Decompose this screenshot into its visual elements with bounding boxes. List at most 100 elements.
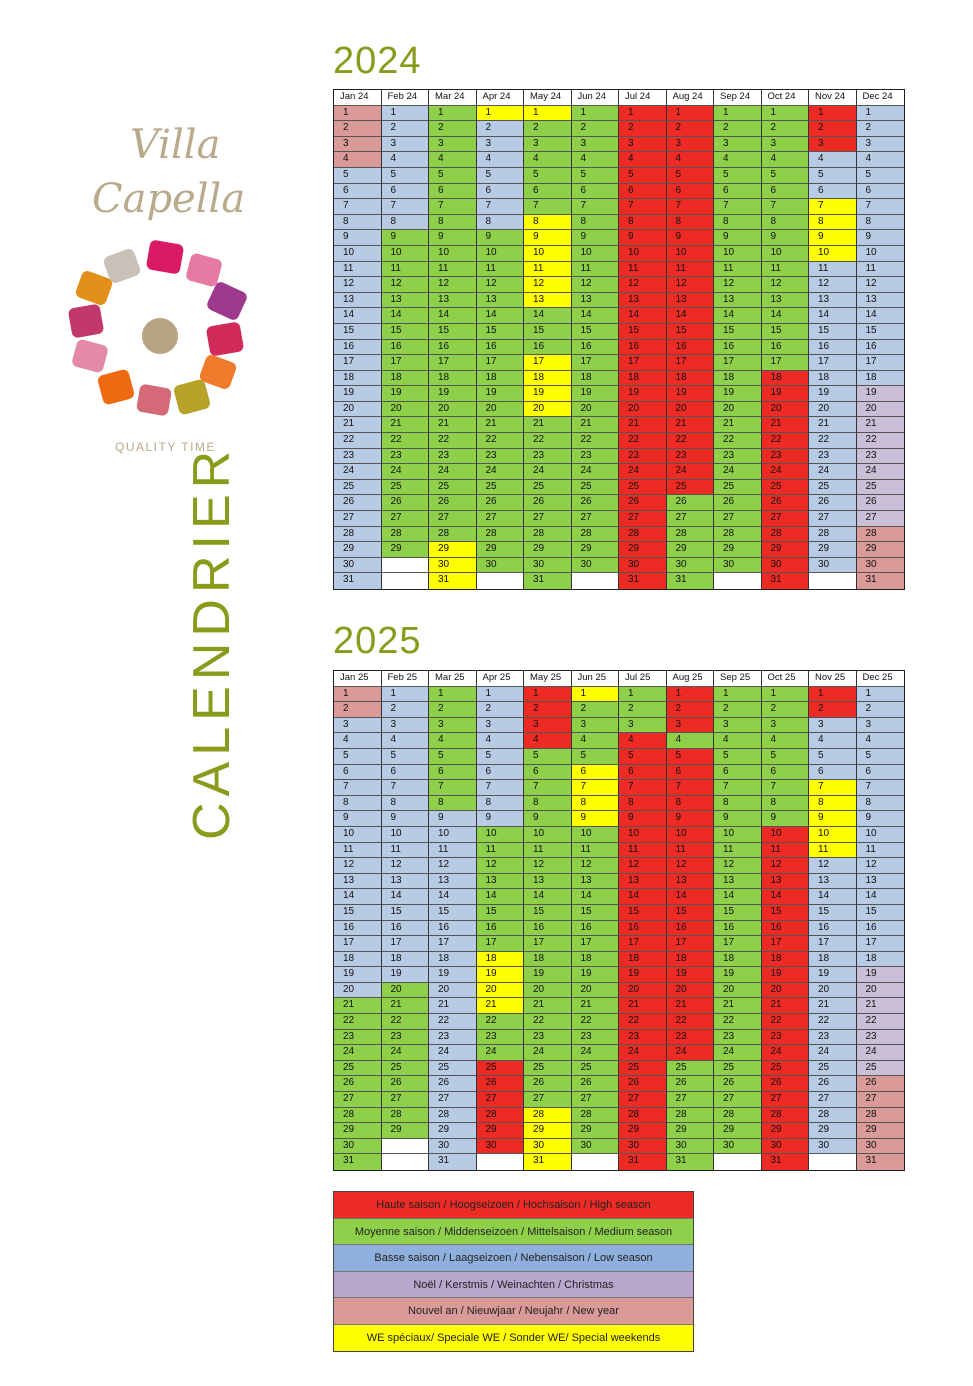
day-row: 16 16 16 16 16 16 16 16 16 16 16 16 <box>334 920 904 937</box>
day-cell: 3 <box>381 717 429 734</box>
day-cell: 24 <box>714 464 762 480</box>
day-cell: 20 <box>714 982 762 999</box>
day-cell: 13 <box>571 873 619 890</box>
day-cell: 25 <box>666 1060 714 1077</box>
day-cell: 24 <box>809 1045 857 1061</box>
day-cell: 25 <box>714 1060 762 1077</box>
day-cell: 9 <box>524 230 572 246</box>
day-cell: 24 <box>571 1045 619 1061</box>
day-cell: 24 <box>761 464 809 480</box>
day-cell: 22 <box>761 433 809 449</box>
day-cell: 21 <box>571 417 619 434</box>
day-cell: 23 <box>761 1029 809 1046</box>
day-cell: 18 <box>381 951 429 968</box>
day-cell: 13 <box>809 292 857 309</box>
day-cell: 26 <box>476 1076 524 1093</box>
day-cell: 9 <box>571 811 619 827</box>
day-cell: 22 <box>714 433 762 449</box>
day-cell: 22 <box>524 1014 572 1030</box>
day-cell: 9 <box>334 811 382 827</box>
day-cell <box>809 573 857 589</box>
day-cell: 15 <box>761 904 809 921</box>
day-cell: 28 <box>714 1107 762 1124</box>
day-cell: 29 <box>381 1123 429 1139</box>
day-row: 15 15 15 15 15 15 15 15 15 15 15 15 <box>334 904 904 921</box>
day-cell: 1 <box>524 105 572 122</box>
day-cell: 14 <box>524 889 572 905</box>
month-header: Jan 24 <box>334 90 382 106</box>
day-cell: 17 <box>809 936 857 952</box>
day-cell: 13 <box>761 873 809 890</box>
day-cell: 16 <box>761 920 809 937</box>
day-cell: 29 <box>714 1123 762 1139</box>
day-cell: 14 <box>571 308 619 324</box>
day-row: 24 24 24 24 24 24 24 24 24 24 24 24 <box>334 1045 904 1061</box>
day-cell: 29 <box>429 542 477 558</box>
day-cell: 8 <box>809 795 857 812</box>
day-cell: 6 <box>856 764 904 781</box>
day-cell: 19 <box>334 967 382 983</box>
day-cell: 1 <box>619 686 667 703</box>
day-cell: 2 <box>856 121 904 137</box>
day-cell: 31 <box>429 1154 477 1170</box>
day-cell: 3 <box>429 717 477 734</box>
day-cell: 26 <box>809 495 857 512</box>
month-header: May 24 <box>524 90 572 106</box>
day-cell: 16 <box>761 339 809 356</box>
day-cell: 7 <box>809 199 857 215</box>
day-cell: 26 <box>524 495 572 512</box>
day-cell: 18 <box>476 370 524 387</box>
day-cell: 15 <box>856 904 904 921</box>
day-cell: 7 <box>381 780 429 796</box>
day-cell: 30 <box>761 1138 809 1155</box>
day-cell: 10 <box>476 826 524 843</box>
day-cell: 3 <box>666 136 714 153</box>
day-cell: 13 <box>381 873 429 890</box>
day-cell: 8 <box>476 795 524 812</box>
day-cell: 25 <box>761 1060 809 1077</box>
day-cell: 1 <box>571 686 619 703</box>
day-cell: 20 <box>714 401 762 418</box>
day-cell: 28 <box>809 526 857 543</box>
day-row: 15 15 15 15 15 15 15 15 15 15 15 15 <box>334 323 904 340</box>
cushion-ring-icon <box>68 240 247 416</box>
day-cell: 3 <box>809 717 857 734</box>
day-cell: 9 <box>571 230 619 246</box>
day-cell: 18 <box>761 951 809 968</box>
day-cell: 18 <box>571 951 619 968</box>
day-cell: 4 <box>619 733 667 749</box>
legend-item-special-weekends: WE spéciaux/ Speciale WE / Sonder WE/ Sp… <box>334 1324 693 1351</box>
day-cell: 21 <box>381 998 429 1015</box>
legend-item-medium-season: Moyenne saison / Middenseizoen / Mittels… <box>334 1218 693 1245</box>
day-cell: 14 <box>666 889 714 905</box>
day-cell: 3 <box>334 717 382 734</box>
day-cell: 27 <box>856 1092 904 1108</box>
day-cell: 10 <box>809 826 857 843</box>
day-cell: 3 <box>714 717 762 734</box>
day-cell: 5 <box>666 748 714 765</box>
day-cell: 5 <box>714 748 762 765</box>
day-cell: 6 <box>619 764 667 781</box>
day-cell: 15 <box>381 323 429 340</box>
day-cell: 16 <box>429 920 477 937</box>
day-cell: 4 <box>524 152 572 168</box>
day-cell: 29 <box>524 542 572 558</box>
month-header: Feb 25 <box>381 671 429 687</box>
day-cell: 22 <box>619 1014 667 1030</box>
day-cell: 4 <box>761 733 809 749</box>
day-cell: 14 <box>714 889 762 905</box>
day-cell: 10 <box>571 826 619 843</box>
day-cell: 6 <box>809 183 857 200</box>
day-cell: 23 <box>714 448 762 465</box>
day-cell: 17 <box>666 936 714 952</box>
day-cell: 7 <box>856 780 904 796</box>
day-cell: 19 <box>809 967 857 983</box>
day-cell: 31 <box>429 573 477 589</box>
day-cell: 10 <box>856 245 904 262</box>
day-cell: 12 <box>571 277 619 293</box>
day-cell: 22 <box>381 1014 429 1030</box>
day-cell: 13 <box>666 873 714 890</box>
day-cell: 15 <box>619 904 667 921</box>
day-row: 30 30 30 30 30 30 30 30 30 30 30 <box>334 557 904 574</box>
